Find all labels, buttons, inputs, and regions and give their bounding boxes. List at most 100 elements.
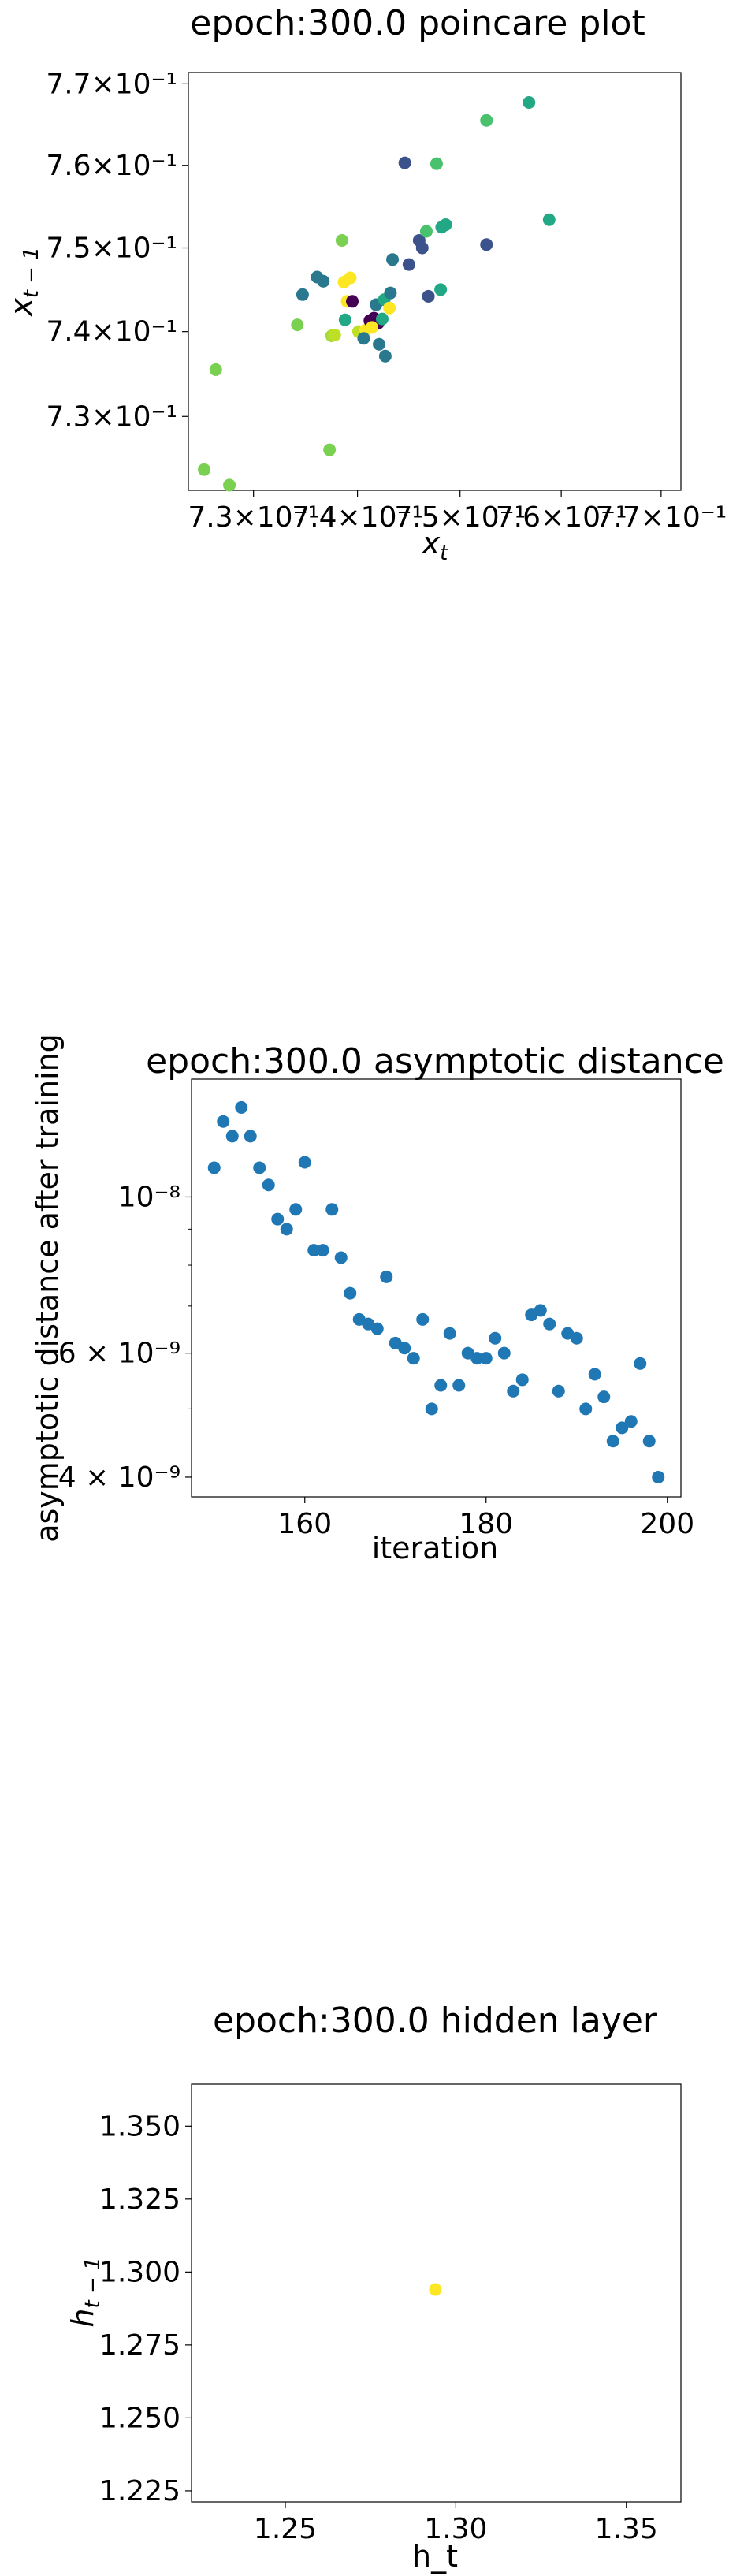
data-point: [384, 286, 397, 300]
data-point: [443, 1327, 456, 1340]
scatter-points: [207, 1100, 665, 1483]
x-ticks: 1.25 1.30 1.35: [254, 2502, 658, 2545]
data-point: [523, 96, 536, 110]
y-tick-label: 1.350: [99, 2110, 180, 2142]
data-point: [209, 363, 222, 376]
data-point: [415, 241, 429, 255]
data-point: [402, 258, 415, 271]
y-tick-label: 7.6×10⁻¹: [46, 150, 177, 182]
data-point: [570, 1331, 583, 1345]
data-point: [398, 156, 411, 169]
y-tick-label: 6 × 10⁻⁹: [58, 1338, 180, 1370]
x-axis-label: iteration: [372, 1531, 499, 1565]
data-point: [380, 1270, 393, 1283]
y-axis-label: xt − 1: [4, 247, 43, 317]
data-point: [225, 1130, 239, 1143]
data-point: [624, 1415, 638, 1428]
y-tick-label: 1.250: [99, 2402, 180, 2434]
data-point: [642, 1435, 656, 1448]
x-axis-label: h_t: [412, 2539, 458, 2574]
y-tick-label: 7.5×10⁻¹: [46, 233, 177, 265]
data-point: [370, 1322, 384, 1335]
data-point: [597, 1390, 611, 1404]
data-point: [470, 1352, 484, 1365]
data-point: [398, 1342, 411, 1355]
x-tick-label: 1.30: [424, 2513, 487, 2545]
data-point: [407, 1352, 420, 1365]
data-point: [373, 337, 386, 351]
data-point: [289, 1203, 303, 1216]
data-point: [579, 1402, 593, 1416]
data-point: [271, 1212, 285, 1226]
y-tick-label: 7.7×10⁻¹: [46, 68, 177, 100]
y-ticks: 1.225 1.250 1.275 1.300 1.325 1.350: [99, 2110, 192, 2507]
x-ticks: 7.3×10⁻¹7.4×10⁻¹7.5×10⁻¹7.6×10⁻¹7.7×10⁻¹: [188, 490, 727, 534]
data-point: [652, 1470, 665, 1483]
data-point: [298, 1156, 311, 1169]
data-point: [479, 1352, 493, 1365]
y-tick-label: 1.300: [99, 2256, 180, 2288]
chart-title: epoch:300.0 asymptotic distance: [146, 1041, 724, 1081]
data-point: [480, 238, 493, 251]
data-point: [262, 1178, 275, 1192]
plot-frame: [191, 2083, 682, 2503]
data-point: [244, 1130, 257, 1143]
scatter-points: [198, 96, 556, 492]
data-point: [419, 225, 433, 238]
chart-title: epoch:300.0 poincare plot: [190, 3, 645, 43]
plot-frame: [191, 1078, 682, 1498]
data-point: [253, 1161, 266, 1174]
data-point: [344, 271, 357, 285]
data-point: [634, 1357, 647, 1370]
data-point: [338, 313, 351, 326]
data-point: [307, 1244, 321, 1257]
y-tick-label: 4 × 10⁻⁹: [58, 1461, 180, 1494]
data-point: [198, 463, 211, 476]
asymptotic-distance-chart: epoch:300.0 asymptotic distance 160 180 20…: [30, 1033, 724, 1565]
x-tick-label: 1.35: [595, 2513, 658, 2545]
data-point: [375, 312, 389, 326]
plot-frame: [188, 72, 682, 491]
scatter-points: [429, 2283, 442, 2296]
data-point: [534, 1304, 547, 1317]
x-tick-label: 180: [459, 1508, 513, 1540]
y-tick-label: 7.4×10⁻¹: [46, 316, 177, 348]
data-point: [235, 1100, 248, 1114]
data-point: [543, 1317, 556, 1331]
data-point: [439, 218, 452, 232]
data-point: [357, 332, 370, 345]
data-point: [497, 1346, 511, 1360]
hidden-layer-chart: epoch:300.0 hidden layer 1.25 1.30 1.35 1.…: [65, 2001, 682, 2574]
y-tick-label: 1.325: [99, 2183, 180, 2216]
data-point: [328, 328, 341, 341]
data-point: [383, 301, 396, 315]
y-axis-label: asymptotic distance after training: [30, 1033, 65, 1543]
data-point: [316, 1244, 329, 1257]
data-point: [616, 1421, 629, 1435]
data-point: [207, 1161, 221, 1174]
y-axis-label: ht − 1: [65, 2257, 105, 2327]
x-tick-label: 7.7×10⁻¹: [596, 501, 727, 534]
x-tick-label: 7.6×10⁻¹: [496, 501, 627, 534]
data-point: [335, 234, 348, 248]
data-point: [365, 321, 378, 334]
data-point: [542, 213, 556, 226]
data-point: [489, 1331, 502, 1345]
x-tick-label: 200: [640, 1508, 694, 1540]
data-point: [422, 289, 435, 303]
data-point: [334, 1251, 348, 1264]
x-tick-label: 7.5×10⁻¹: [394, 501, 526, 534]
data-point: [480, 114, 493, 127]
data-point: [217, 1115, 230, 1128]
data-point: [386, 253, 400, 266]
x-tick-label: 7.4×10⁻¹: [292, 501, 423, 534]
data-point: [416, 1312, 430, 1326]
data-point: [434, 283, 448, 296]
data-point: [323, 443, 337, 456]
data-point: [430, 157, 443, 170]
poincare-plot-chart: epoch:300.0 poincare plot 7.3×10⁻¹7.4×10…: [4, 3, 727, 565]
x-tick-label: 160: [277, 1508, 332, 1540]
data-point: [378, 349, 392, 363]
y-tick-label: 7.3×10⁻¹: [46, 400, 177, 433]
data-point: [280, 1223, 293, 1236]
